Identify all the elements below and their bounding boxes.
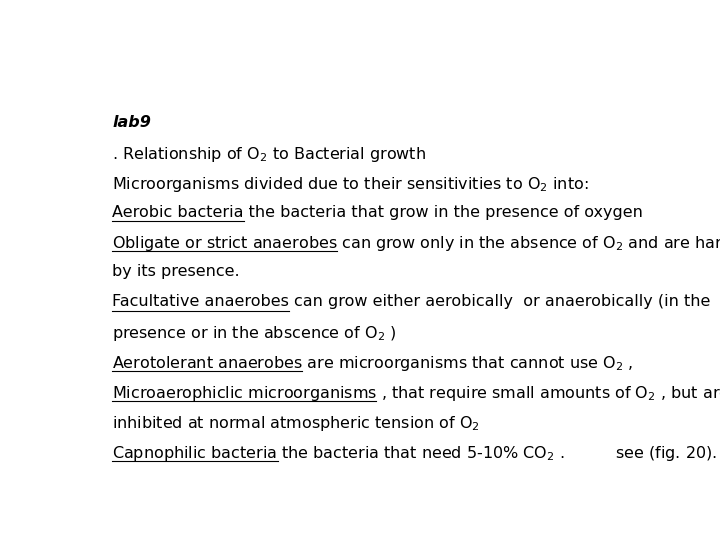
Text: presence or in the abscence of O$_{2}$ ): presence or in the abscence of O$_{2}$ ) [112, 324, 397, 343]
Text: Aerobic bacteria the bacteria that grow in the presence of oxygen: Aerobic bacteria the bacteria that grow … [112, 205, 643, 219]
Text: Capnophilic bacteria the bacteria that need 5-10% CO$_{2}$ .          see (fig. : Capnophilic bacteria the bacteria that n… [112, 444, 717, 463]
Text: . Relationship of O$_{2}$ to Bacterial growth: . Relationship of O$_{2}$ to Bacterial g… [112, 145, 426, 164]
Text: by its presence.: by its presence. [112, 265, 240, 279]
Text: Microaerophiclic microorganisms , that require small amounts of O$_{2}$ , but ar: Microaerophiclic microorganisms , that r… [112, 384, 720, 403]
Text: Microorganisms divided due to their sensitivities to O$_{2}$ into:: Microorganisms divided due to their sens… [112, 174, 589, 193]
Text: Facultative anaerobes can grow either aerobically  or anaerobically (in the: Facultative anaerobes can grow either ae… [112, 294, 711, 309]
Text: lab9: lab9 [112, 114, 151, 130]
Text: Obligate or strict anaerobes can grow only in the absence of O$_{2}$ and are har: Obligate or strict anaerobes can grow on… [112, 234, 720, 253]
Text: inhibited at normal atmospheric tension of O$_{2}$: inhibited at normal atmospheric tension … [112, 414, 480, 433]
Text: Aerotolerant anaerobes are microorganisms that cannot use O$_{2}$ ,: Aerotolerant anaerobes are microorganism… [112, 354, 634, 373]
